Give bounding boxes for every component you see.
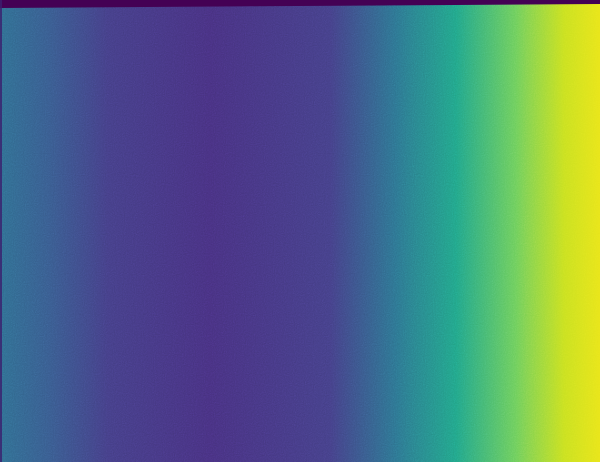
left-edge [0, 0, 2, 462]
top-edge [0, 0, 600, 8]
